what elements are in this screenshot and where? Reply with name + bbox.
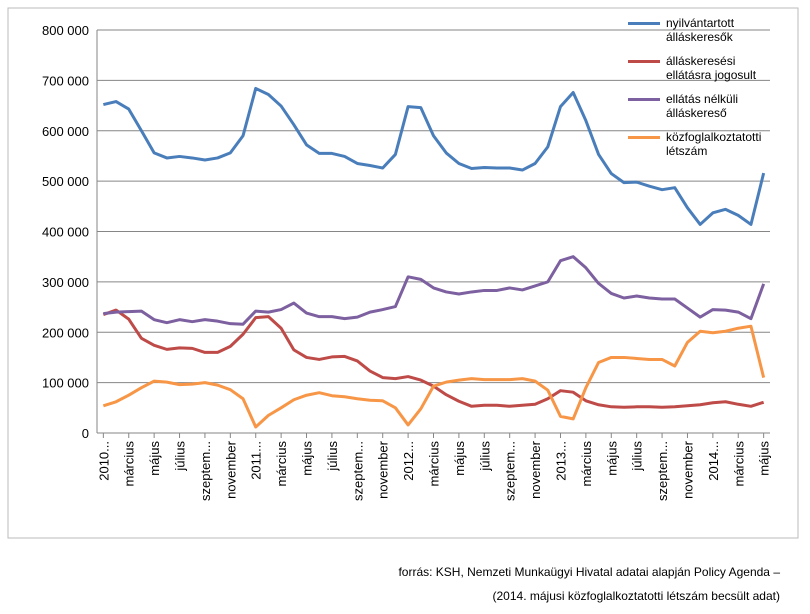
legend-item: álláskeresési ellátásra jogosult bbox=[628, 54, 788, 82]
x-tick-label: november bbox=[376, 440, 391, 498]
x-tick-label: 2013... bbox=[553, 441, 568, 481]
x-tick-label: május bbox=[147, 441, 162, 476]
series-line bbox=[103, 86, 766, 226]
legend-label: ellátás nélküli álláskereső bbox=[666, 92, 739, 120]
x-tick-label: március bbox=[122, 441, 137, 487]
series-line bbox=[102, 308, 765, 409]
x-tick-label: július bbox=[173, 441, 188, 472]
y-tick-label: 300 000 bbox=[42, 275, 89, 290]
legend-swatch bbox=[628, 22, 660, 25]
x-tick-label: március bbox=[579, 441, 594, 487]
x-tick-label: 2010... bbox=[96, 441, 111, 481]
x-tick-label: szeptem... bbox=[198, 441, 213, 501]
source-line: (2014. májusi közfoglalkoztatotti létszá… bbox=[492, 589, 780, 603]
x-tick-label: 2012... bbox=[401, 441, 416, 481]
legend-swatch bbox=[628, 60, 660, 63]
x-tick-label: március bbox=[274, 441, 289, 487]
source-line: forrás: KSH, Nemzeti Munkaügyi Hivatal a… bbox=[398, 565, 780, 579]
y-tick-label: 500 000 bbox=[42, 174, 89, 189]
source: forrás: KSH, Nemzeti Munkaügyi Hivatal a… bbox=[300, 560, 780, 608]
legend: nyilvántartott álláskeresők álláskeresési… bbox=[628, 16, 788, 168]
x-tick-label: november bbox=[528, 440, 543, 498]
legend-label: álláskeresési ellátásra jogosult bbox=[666, 54, 757, 82]
legend-label: közfoglalkoztatotti létszám bbox=[666, 130, 762, 158]
x-tick-label: május bbox=[452, 441, 467, 476]
series-line bbox=[102, 324, 766, 429]
y-tick-label: 700 000 bbox=[42, 73, 89, 88]
x-tick-label: szeptem... bbox=[350, 441, 365, 501]
x-tick-label: szeptem... bbox=[503, 441, 518, 501]
series-line bbox=[103, 255, 766, 326]
x-tick-label: szeptem... bbox=[655, 441, 670, 501]
x-tick-label: július bbox=[325, 441, 340, 472]
y-tick-label: 800 000 bbox=[42, 23, 89, 38]
x-tick-label: július bbox=[477, 441, 492, 472]
x-tick-label: március bbox=[427, 441, 442, 487]
y-tick-label: 400 000 bbox=[42, 225, 89, 240]
chart-border bbox=[7, 7, 799, 539]
legend-swatch bbox=[628, 136, 660, 139]
x-tick-label: május bbox=[300, 441, 315, 476]
x-tick-label: november bbox=[680, 440, 695, 498]
x-tick-label: március bbox=[731, 441, 746, 487]
legend-label: nyilvántartott álláskeresők bbox=[666, 16, 735, 44]
legend-item: ellátás nélküli álláskereső bbox=[628, 92, 788, 120]
legend-item: közfoglalkoztatotti létszám bbox=[628, 130, 788, 158]
y-tick-label: 0 bbox=[82, 426, 89, 441]
x-tick-label: 2014... bbox=[706, 441, 721, 481]
y-tick-label: 200 000 bbox=[42, 325, 89, 340]
x-tick-label: november bbox=[223, 440, 238, 498]
legend-item: nyilvántartott álláskeresők bbox=[628, 16, 788, 44]
x-tick-label: május bbox=[757, 441, 772, 476]
x-tick-label: július bbox=[630, 441, 645, 472]
legend-swatch bbox=[628, 98, 660, 101]
x-tick-label: május bbox=[604, 441, 619, 476]
y-tick-label: 100 000 bbox=[42, 376, 89, 391]
y-tick-label: 600 000 bbox=[42, 124, 89, 139]
x-tick-label: 2011... bbox=[249, 441, 264, 480]
